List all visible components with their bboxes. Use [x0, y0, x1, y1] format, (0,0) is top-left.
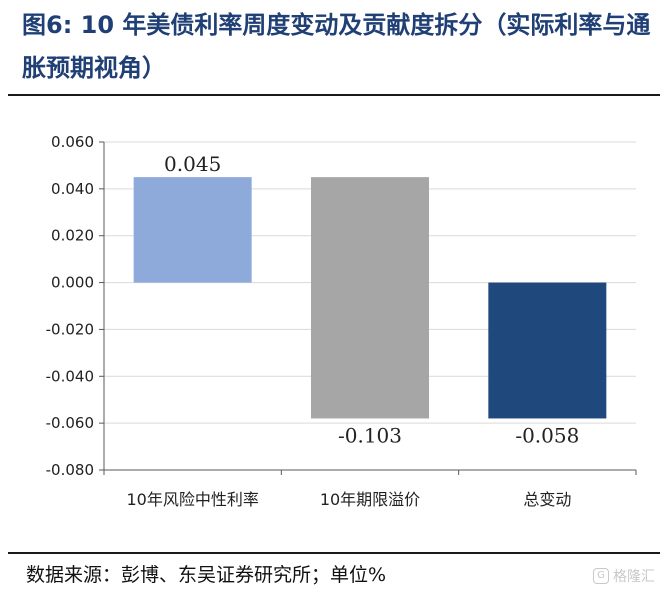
y-tick-label: 0.040 [51, 180, 94, 198]
chart-title: 图6: 10 年美债利率周度变动及贡献度拆分（实际利率与通胀预期视角） [22, 11, 651, 82]
data-label: -0.103 [338, 423, 402, 447]
top-rule [8, 94, 660, 96]
bar [133, 177, 252, 283]
x-category-label: 总变动 [523, 490, 571, 509]
bottom-rule [8, 552, 660, 554]
watermark-text: 格隆汇 [613, 569, 655, 585]
bar [488, 282, 607, 419]
data-label: 0.045 [164, 152, 221, 176]
y-tick-label: 0.020 [51, 227, 94, 245]
x-category-label: 10年风险中性利率 [126, 490, 258, 509]
watermark-logo-icon: G [593, 568, 609, 584]
y-tick-label: 0.000 [51, 274, 94, 292]
data-label: -0.058 [515, 423, 579, 447]
y-tick-label: -0.080 [46, 461, 94, 479]
y-tick-label: -0.040 [46, 367, 94, 385]
bar [311, 177, 429, 419]
y-tick-label: -0.060 [46, 414, 94, 432]
y-tick-label: 0.060 [51, 133, 94, 151]
y-tick-label: -0.020 [46, 320, 94, 338]
source-note: 数据来源：彭博、东吴证券研究所；单位% [26, 564, 387, 586]
x-category-label: 10年期限溢价 [320, 490, 420, 509]
watermark: G 格隆汇 [593, 566, 655, 586]
